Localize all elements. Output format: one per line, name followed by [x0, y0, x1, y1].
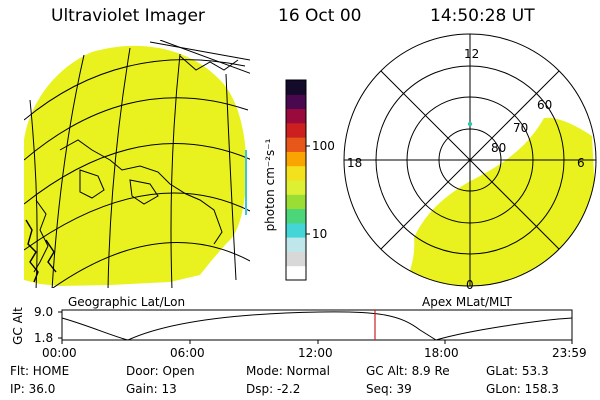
altitude-tick-1-8: 1.8 — [34, 331, 54, 345]
colorbar-cell — [286, 251, 306, 267]
status-ip: IP: 36.0 — [10, 382, 56, 396]
instrument-title: Ultraviolet Imager — [51, 6, 205, 26]
status-seq: Seq: 39 — [366, 382, 412, 396]
status-glat: GLat: 53.3 — [486, 364, 549, 378]
colorbar-cell — [286, 108, 306, 124]
colorbar-cell — [286, 194, 306, 210]
mlat-label-70: 70 — [513, 121, 529, 135]
colorbar-cell — [286, 237, 306, 252]
status-flight: Flt: HOME — [10, 364, 70, 378]
colorbar-cell — [286, 265, 306, 281]
mlt-label-18: 18 — [347, 156, 363, 170]
status-gc-alt: GC Alt: 8.9 Re — [366, 364, 450, 378]
colorbar-cell — [286, 180, 306, 195]
status-gain: Gain: 13 — [126, 382, 177, 396]
mlt-label-0: 0 — [466, 278, 474, 292]
date-label: 16 Oct 00 — [278, 6, 362, 26]
colorbar-cell — [286, 137, 306, 152]
left-panel-caption: Geographic Lat/Lon — [68, 295, 186, 309]
geographic-aurora-image — [24, 45, 247, 286]
colorbar-tick-10: 10 — [312, 227, 328, 241]
geographic-map — [24, 40, 250, 288]
colorbar — [285, 79, 310, 281]
colorbar-cell — [286, 222, 306, 238]
colorbar-unit-label: photon cm⁻²s⁻¹ — [263, 138, 277, 232]
polar-dial — [343, 33, 597, 287]
time-tick-1200: 12:00 — [298, 346, 333, 360]
time-tick-0600: 06:00 — [170, 346, 205, 360]
mlt-label-6: 6 — [577, 156, 585, 170]
mlat-label-60: 60 — [537, 98, 553, 112]
time-tick-2359: 23:59 — [552, 346, 587, 360]
colorbar-cell — [286, 165, 306, 181]
altitude-plot — [58, 309, 573, 344]
altitude-curve — [61, 311, 573, 341]
altitude-tick-9: 9.0 — [34, 305, 54, 319]
time-label: 14:50:28 UT — [430, 6, 535, 26]
status-dsp: Dsp: -2.2 — [246, 382, 301, 396]
colorbar-cell — [286, 94, 306, 110]
mlt-label-12: 12 — [464, 47, 480, 61]
right-panel-caption: Apex MLat/MLT — [422, 295, 512, 309]
status-glon: GLon: 158.3 — [486, 382, 559, 396]
altitude-axis-label: GC Alt — [11, 307, 25, 345]
time-tick-1800: 18:00 — [424, 346, 459, 360]
colorbar-cell — [286, 151, 306, 167]
polar-aurora-image — [404, 117, 596, 286]
status-mode: Mode: Normal — [246, 364, 330, 378]
colorbar-cell — [286, 122, 306, 138]
time-tick-0000: 00:00 — [42, 346, 77, 360]
colorbar-cell — [286, 208, 306, 224]
status-door: Door: Open — [126, 364, 195, 378]
colorbar-cell — [286, 80, 306, 95]
colorbar-tick-100: 100 — [312, 139, 335, 153]
mlat-label-80: 80 — [491, 141, 507, 155]
